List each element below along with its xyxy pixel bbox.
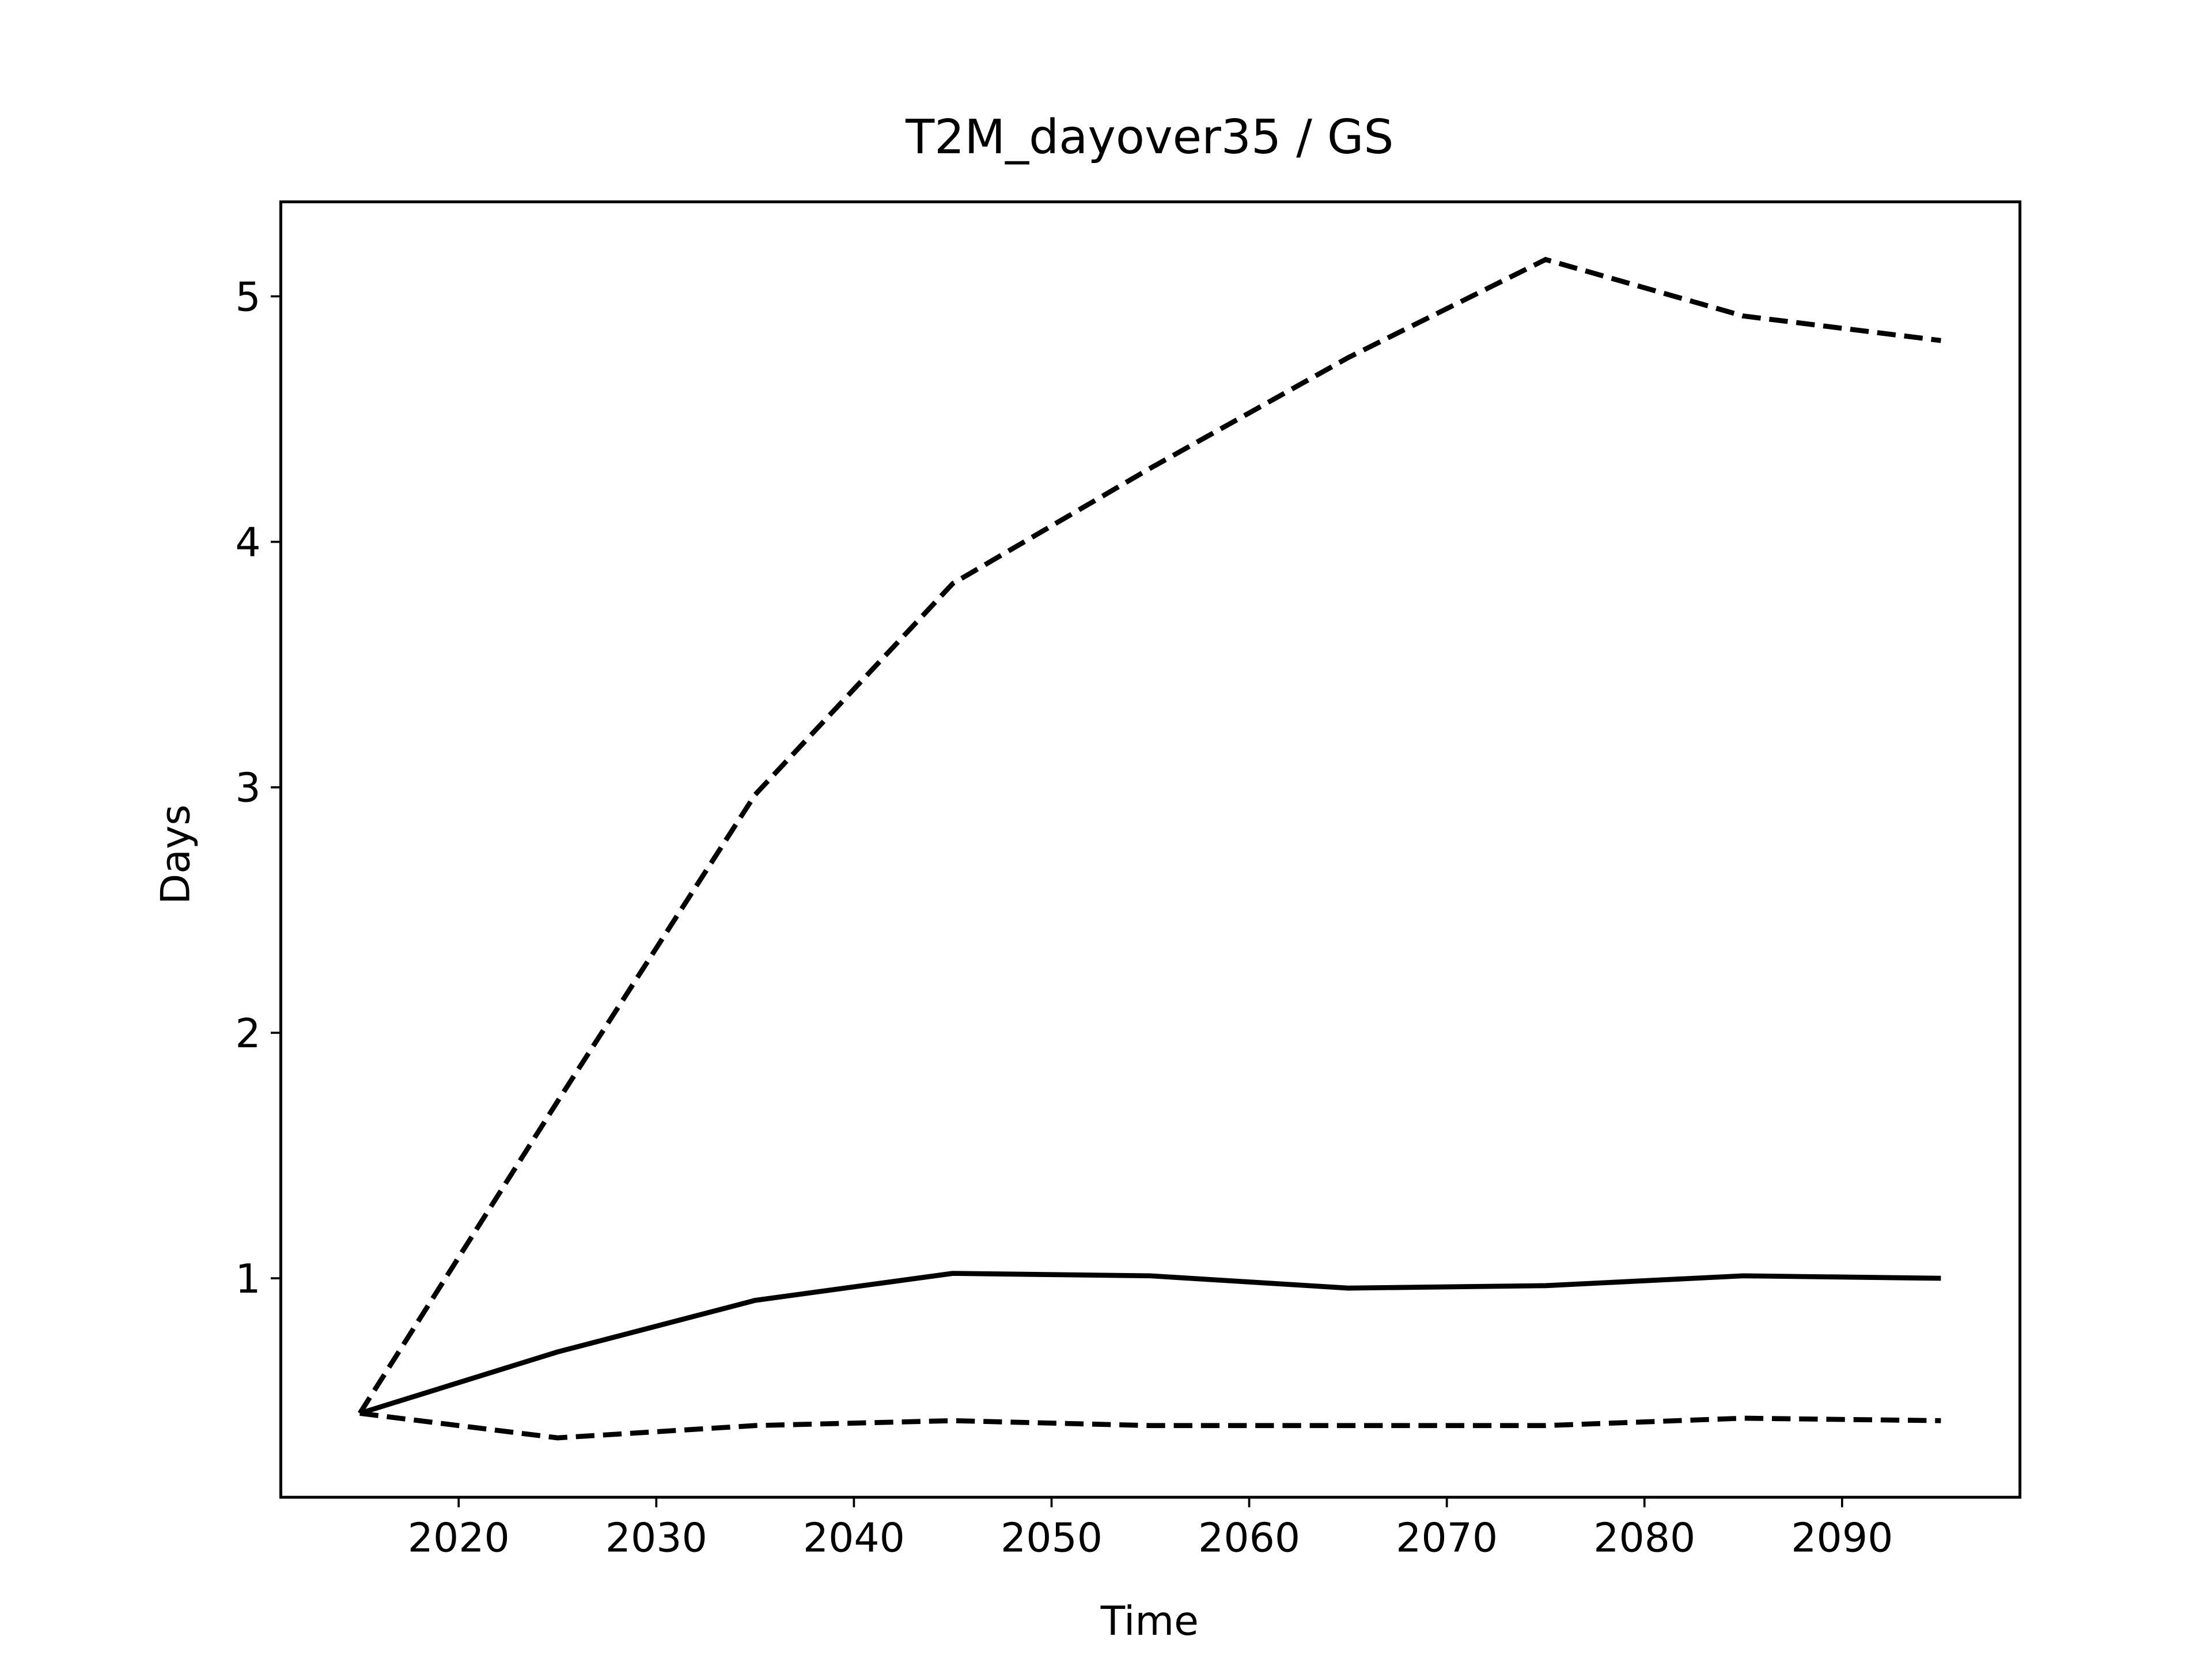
x-axis-label: Time [1100, 1598, 1199, 1645]
data-line [359, 1411, 1941, 1441]
y-tick-label: 2 [235, 1010, 260, 1057]
y-tick-label: 3 [235, 765, 260, 812]
y-tick-label: 5 [235, 274, 260, 320]
plot-frame [279, 200, 2022, 1499]
x-tick-label: 2050 [1001, 1515, 1103, 1562]
data-line [358, 256, 1941, 1415]
data-line [359, 1271, 1941, 1416]
chart-title: T2M_dayover35 / GS [905, 110, 1393, 165]
y-axis-label: Days [152, 805, 199, 905]
x-tick-label: 2030 [605, 1515, 707, 1562]
x-tick-label: 2020 [408, 1515, 510, 1562]
x-tick-label: 2070 [1396, 1515, 1498, 1562]
y-tick-label: 1 [235, 1256, 260, 1302]
y-tick-label: 4 [235, 519, 260, 566]
x-tick-label: 2040 [803, 1515, 905, 1562]
x-tick-label: 2080 [1593, 1515, 1695, 1562]
x-tick-label: 2060 [1198, 1515, 1300, 1562]
x-tick-label: 2090 [1791, 1515, 1893, 1562]
